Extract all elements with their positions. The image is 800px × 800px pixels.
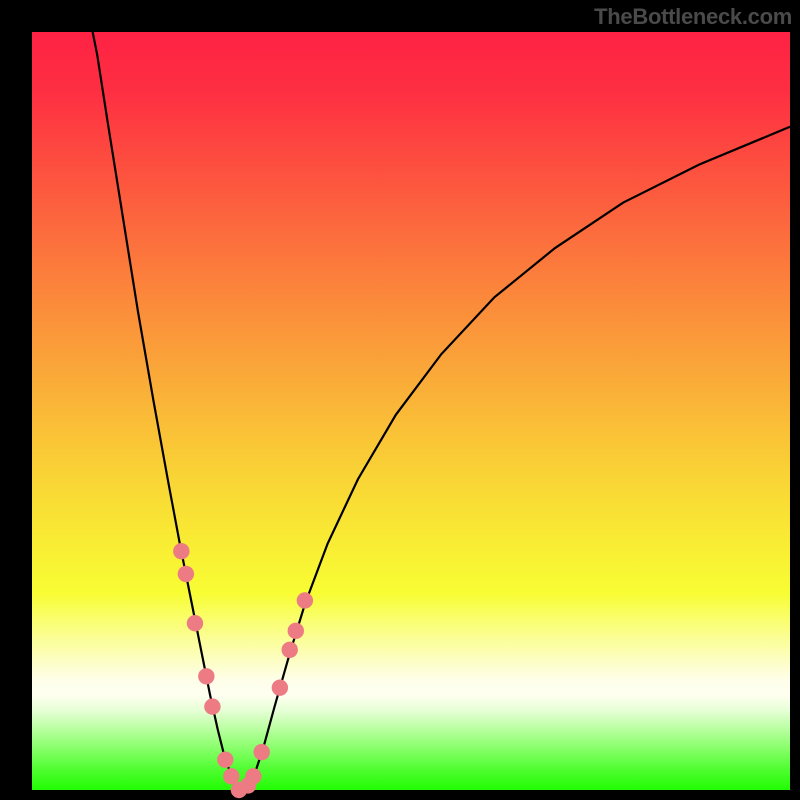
watermark-text: TheBottleneck.com <box>594 4 792 30</box>
data-marker <box>198 668 214 684</box>
data-marker <box>178 566 194 582</box>
data-marker <box>297 592 313 608</box>
data-marker <box>217 751 233 767</box>
plot-svg <box>32 32 790 790</box>
chart-container: TheBottleneck.com <box>0 0 800 800</box>
data-marker <box>173 543 189 559</box>
plot-area <box>32 32 790 790</box>
data-marker <box>204 698 220 714</box>
data-marker <box>253 744 269 760</box>
data-marker <box>187 615 203 631</box>
data-marker <box>288 623 304 639</box>
marker-group <box>173 543 313 798</box>
data-marker <box>282 642 298 658</box>
curve-left <box>93 32 241 790</box>
data-marker <box>272 679 288 695</box>
data-marker <box>245 768 261 784</box>
curve-right <box>240 127 790 790</box>
